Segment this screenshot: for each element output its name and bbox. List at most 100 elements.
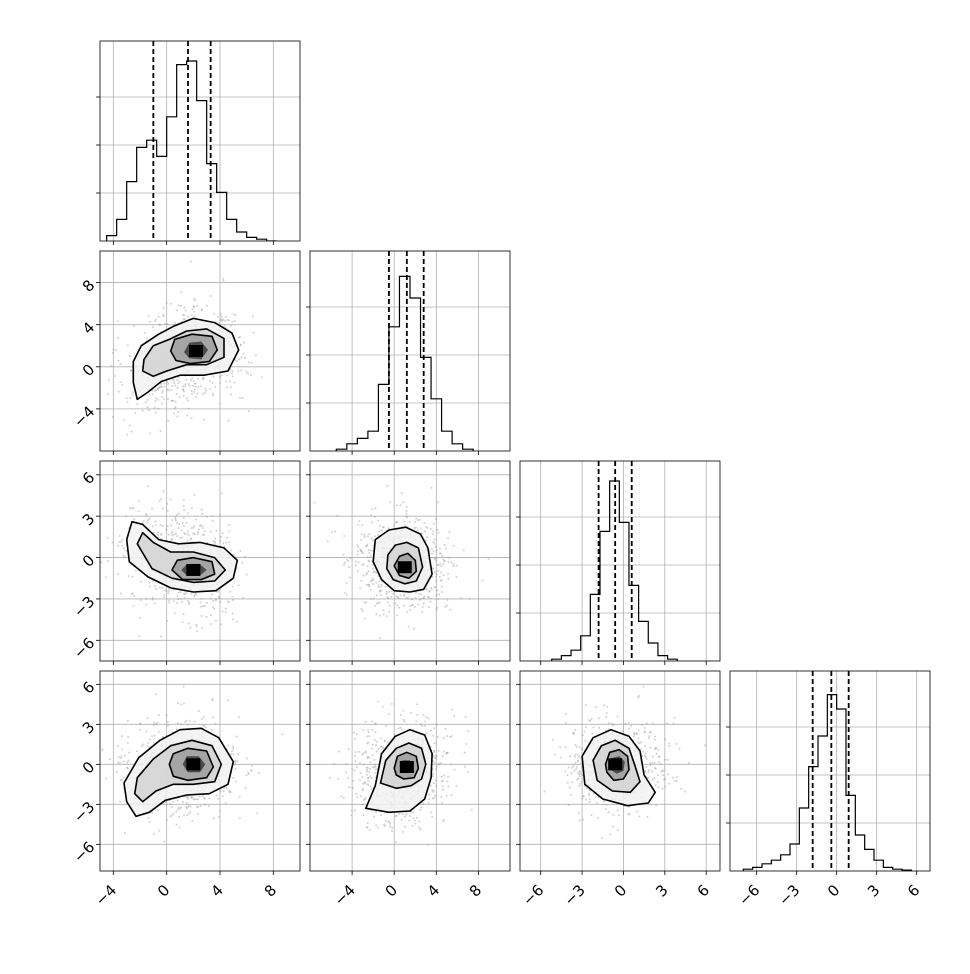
sample-point <box>434 557 437 560</box>
sample-point <box>362 574 365 577</box>
sample-point <box>418 820 421 823</box>
sample-point <box>117 390 120 393</box>
sample-point <box>183 524 186 527</box>
sample-point <box>151 580 154 583</box>
sample-point <box>437 763 440 766</box>
sample-point <box>193 593 196 596</box>
sample-point <box>649 746 652 749</box>
sample-point <box>409 604 412 607</box>
sample-point <box>161 735 164 738</box>
sample-point <box>645 766 648 769</box>
sample-point <box>616 715 619 718</box>
sample-point <box>394 602 397 605</box>
sample-point <box>132 391 135 394</box>
panel-background <box>730 671 930 871</box>
sample-point <box>440 775 443 778</box>
sample-point <box>433 586 436 589</box>
sample-point <box>213 541 216 544</box>
sample-point <box>248 773 251 776</box>
sample-point <box>371 577 374 580</box>
sample-point <box>590 814 593 817</box>
sample-point <box>649 764 652 767</box>
sample-point <box>430 586 433 589</box>
contour-1-3-1 <box>379 742 427 790</box>
sample-point <box>374 507 377 510</box>
sample-point <box>213 607 216 610</box>
sample-point <box>378 590 381 593</box>
sample-point <box>400 818 403 821</box>
sample-point <box>232 753 235 756</box>
sample-point <box>414 591 417 594</box>
sample-point <box>651 770 654 773</box>
sample-point <box>161 586 164 589</box>
sample-point <box>447 537 450 540</box>
sample-point <box>434 586 437 589</box>
sample-point <box>417 519 420 522</box>
sample-point <box>127 759 130 762</box>
sample-point <box>357 561 360 564</box>
sample-point <box>174 517 177 520</box>
sample-point <box>176 721 179 724</box>
sample-point <box>185 805 188 808</box>
sample-point <box>134 569 137 572</box>
sample-point <box>214 386 217 389</box>
sample-point <box>232 747 235 750</box>
sample-point <box>375 740 378 743</box>
hist-panel-0 <box>96 40 301 242</box>
sample-point <box>354 751 357 754</box>
sample-point <box>219 376 222 379</box>
sample-point <box>218 596 221 599</box>
sample-point <box>436 501 439 504</box>
sample-point <box>153 389 156 392</box>
sample-point <box>211 381 214 384</box>
sample-point <box>166 620 169 623</box>
sample-point <box>399 504 402 507</box>
sample-point <box>368 585 371 588</box>
sample-point <box>578 755 581 758</box>
sample-point <box>180 529 183 532</box>
sample-point <box>653 761 656 764</box>
sample-point <box>447 785 450 788</box>
sample-point <box>247 361 250 364</box>
sample-point <box>183 306 186 309</box>
sample-point <box>231 370 234 373</box>
sample-point <box>182 613 185 616</box>
sample-point <box>607 811 610 814</box>
sample-point <box>142 743 145 746</box>
sample-point <box>643 754 646 757</box>
sample-point <box>345 594 348 597</box>
sample-point <box>603 704 606 707</box>
sample-point <box>189 537 192 540</box>
sample-point <box>221 795 224 798</box>
sample-point <box>654 735 657 738</box>
sample-point <box>177 527 180 530</box>
sample-point <box>160 395 163 398</box>
sample-point <box>129 354 132 357</box>
sample-point <box>170 399 173 402</box>
sample-point <box>218 402 221 405</box>
sample-point <box>201 524 204 527</box>
sample-point <box>177 806 180 809</box>
sample-point <box>421 724 424 727</box>
sample-point <box>112 348 115 351</box>
sample-point <box>432 567 435 570</box>
sample-point <box>612 813 615 816</box>
sample-point <box>161 391 164 394</box>
sample-point <box>385 615 388 618</box>
contour-1-3-0 <box>365 728 433 814</box>
sample-point <box>369 588 372 591</box>
y-tick-label-1-1: 0 <box>79 360 98 379</box>
sample-point <box>164 801 167 804</box>
x-tick-label-3-1: −3 <box>775 881 803 909</box>
sample-point <box>354 737 357 740</box>
sample-point <box>224 607 227 610</box>
sample-point <box>190 260 193 263</box>
sample-point <box>160 385 163 388</box>
sample-point <box>184 309 187 312</box>
sample-point <box>232 313 235 316</box>
sample-point <box>196 531 199 534</box>
sample-point <box>574 728 577 731</box>
sample-point <box>162 313 165 316</box>
sample-point <box>655 804 658 807</box>
sample-point <box>361 609 364 612</box>
